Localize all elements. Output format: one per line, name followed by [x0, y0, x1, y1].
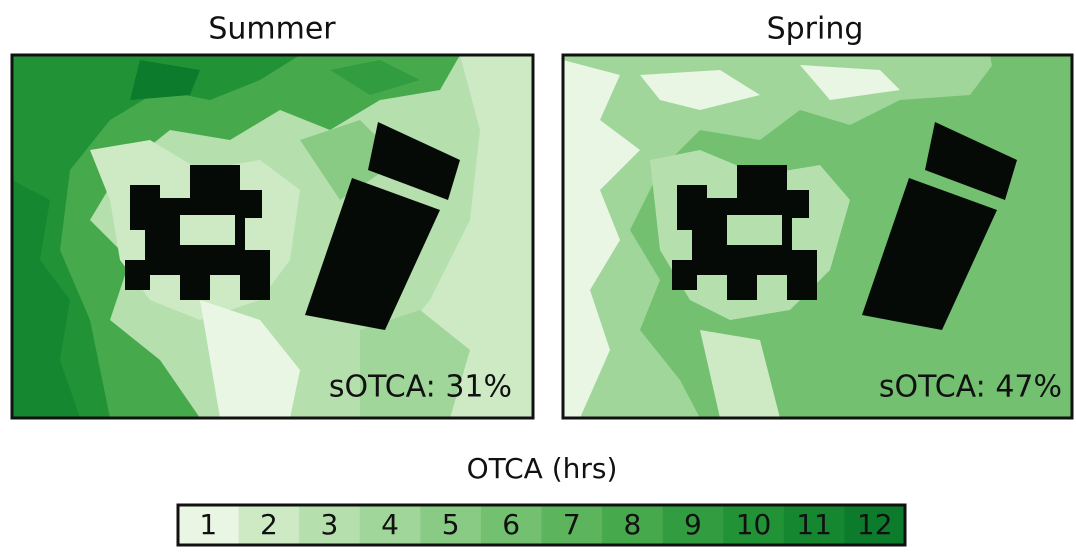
building [672, 165, 817, 300]
legend-swatch [662, 505, 724, 545]
legend-label: 10 [736, 508, 772, 541]
legend-label: 6 [502, 508, 520, 541]
panel-border [10, 53, 535, 420]
building [368, 122, 460, 200]
building [305, 178, 440, 330]
legend-label: 9 [684, 508, 702, 541]
building [862, 178, 997, 330]
panel-annotation: sOTCA: 47% [879, 370, 1062, 405]
building [925, 122, 1017, 200]
legend-swatch [480, 505, 542, 545]
legend-label: 4 [381, 508, 399, 541]
heatmap [563, 55, 1072, 418]
legend-swatch [602, 505, 664, 545]
building [125, 165, 270, 300]
panel-title: Summer [208, 12, 336, 47]
legend-swatch [238, 505, 300, 545]
panel-title: Spring [767, 12, 864, 47]
legend-swatch [844, 505, 906, 545]
panel-annotation: sOTCA: 31% [329, 370, 512, 405]
legend-label: 12 [857, 508, 893, 541]
legend-swatch [178, 505, 240, 545]
legend-label: 8 [623, 508, 641, 541]
legend-label: 3 [321, 508, 339, 541]
legend-swatch [541, 505, 603, 545]
legend-label: 11 [796, 508, 832, 541]
legend-title: OTCA (hrs) [467, 452, 618, 485]
legend-label: 7 [563, 508, 581, 541]
legend-swatch [420, 505, 482, 545]
legend-border [176, 503, 907, 547]
legend-label: 1 [199, 508, 217, 541]
legend-swatch [723, 505, 785, 545]
legend-swatch [359, 505, 421, 545]
legend-label: 2 [260, 508, 278, 541]
legend-swatch [299, 505, 361, 545]
heatmap [12, 55, 533, 418]
panel-border [561, 53, 1074, 420]
legend-swatch [783, 505, 845, 545]
legend-label: 5 [442, 508, 460, 541]
legend: 1 2 3 4 5 6 7 8 9 10 11 12 [178, 505, 906, 545]
